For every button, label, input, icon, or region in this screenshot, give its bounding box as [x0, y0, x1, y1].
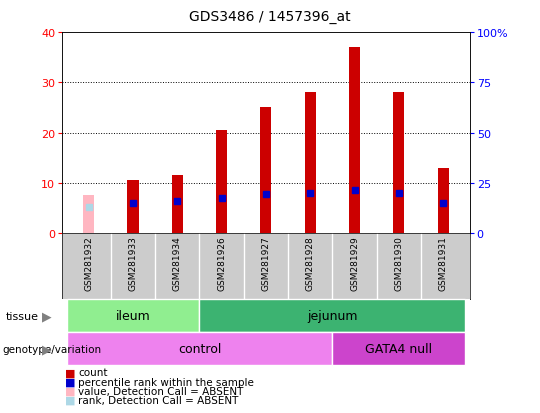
- Text: GDS3486 / 1457396_at: GDS3486 / 1457396_at: [189, 10, 351, 24]
- Bar: [199, 299, 465, 332]
- Bar: [438, 168, 449, 233]
- Text: genotype/variation: genotype/variation: [3, 344, 102, 354]
- Text: control: control: [178, 342, 221, 356]
- Text: tissue: tissue: [5, 311, 38, 321]
- Text: ■: ■: [65, 386, 76, 396]
- Text: GSM281928: GSM281928: [306, 235, 315, 290]
- Bar: [260, 108, 272, 233]
- Bar: [66, 332, 333, 366]
- Text: value, Detection Call = ABSENT: value, Detection Call = ABSENT: [78, 386, 244, 396]
- Bar: [393, 93, 404, 233]
- Bar: [127, 181, 139, 233]
- Bar: [216, 131, 227, 233]
- Text: ■: ■: [65, 395, 76, 405]
- Text: ■: ■: [65, 368, 76, 377]
- Text: GSM281930: GSM281930: [394, 235, 403, 290]
- Text: percentile rank within the sample: percentile rank within the sample: [78, 377, 254, 387]
- Text: ileum: ileum: [116, 309, 150, 323]
- Text: count: count: [78, 368, 108, 377]
- Bar: [83, 196, 94, 233]
- Text: jejunum: jejunum: [307, 309, 357, 323]
- Text: ▶: ▶: [42, 309, 51, 323]
- Text: GSM281926: GSM281926: [217, 235, 226, 290]
- Text: GSM281934: GSM281934: [173, 235, 182, 290]
- Bar: [349, 48, 360, 233]
- Text: GSM281933: GSM281933: [129, 235, 138, 290]
- Text: GATA4 null: GATA4 null: [366, 342, 433, 356]
- Text: GSM281929: GSM281929: [350, 235, 359, 290]
- Bar: [66, 299, 199, 332]
- Text: ▶: ▶: [42, 342, 51, 356]
- Text: GSM281931: GSM281931: [438, 235, 448, 290]
- Bar: [305, 93, 316, 233]
- Text: GSM281927: GSM281927: [261, 235, 271, 290]
- Text: GSM281932: GSM281932: [84, 235, 93, 290]
- Text: ■: ■: [65, 377, 76, 387]
- Text: rank, Detection Call = ABSENT: rank, Detection Call = ABSENT: [78, 395, 239, 405]
- Bar: [172, 176, 183, 233]
- Bar: [333, 332, 465, 366]
